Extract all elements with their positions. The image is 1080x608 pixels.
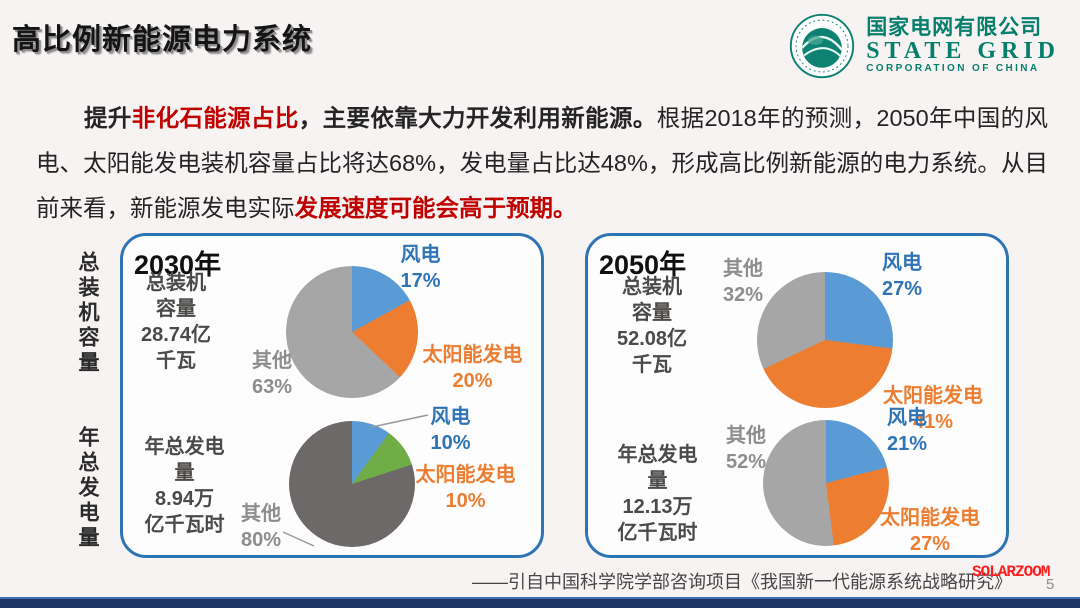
intro-lead: 提升 bbox=[84, 105, 132, 131]
logo-name-cn: 国家电网有限公司 bbox=[866, 16, 1043, 40]
slice-pct: 27% bbox=[909, 533, 951, 555]
note-2030-capacity: 总装机 容量 28.74亿 千瓦 bbox=[121, 270, 231, 374]
slice-pct: 41% bbox=[912, 411, 954, 433]
slice-name: 太阳能发电 bbox=[883, 385, 983, 407]
note-line: 亿千瓦时 bbox=[617, 522, 698, 544]
label-wind: 风电 21% bbox=[872, 405, 942, 457]
panel-2030-header: 2030年 bbox=[134, 250, 222, 280]
state-grid-logo: 国家电网有限公司 STATE GRID CORPORATION OF CHINA bbox=[788, 12, 1060, 80]
note-2030-generation: 年总发电 量 8.94万 亿千瓦时 bbox=[127, 434, 242, 538]
panel-2050-header: 2050年 bbox=[599, 250, 687, 280]
label-wind: 风电 17% bbox=[388, 242, 453, 294]
pie-2050-capacity bbox=[757, 272, 893, 408]
row-label-generation: 年总发电量 bbox=[76, 426, 99, 551]
label-solar: 太阳能发电 41% bbox=[875, 383, 991, 435]
pie-2030-capacity bbox=[286, 266, 418, 398]
note-line: 年总发电 bbox=[617, 444, 698, 466]
pie-2050-generation bbox=[763, 420, 889, 546]
slice-name: 其他 bbox=[726, 425, 766, 447]
note-line: 28.74亿 bbox=[140, 324, 212, 346]
intro-lead-highlight: 非化石能源占比 bbox=[131, 105, 299, 131]
label-other: 其他 52% bbox=[715, 423, 777, 475]
note-line: 年总发电 bbox=[144, 436, 225, 458]
note-line: 量 bbox=[647, 470, 668, 492]
note-line: 量 bbox=[174, 462, 195, 484]
slice-name: 太阳能发电 bbox=[880, 507, 980, 529]
label-solar: 太阳能发电 10% bbox=[408, 462, 523, 514]
note-line: 8.94万 bbox=[155, 488, 214, 510]
slice-pct: 80% bbox=[240, 529, 282, 551]
note-line: 52.08亿 bbox=[616, 328, 688, 350]
note-line: 亿千瓦时 bbox=[144, 514, 225, 536]
slice-pct: 17% bbox=[400, 270, 441, 292]
note-line: 千瓦 bbox=[632, 354, 672, 376]
slice-pct: 27% bbox=[881, 278, 923, 300]
globe-icon bbox=[790, 13, 855, 79]
label-other: 其他 63% bbox=[242, 348, 302, 400]
label-solar: 太阳能发电 27% bbox=[872, 505, 988, 557]
logo-name-en: STATE GRID bbox=[866, 38, 1060, 65]
pie-2030-generation bbox=[289, 421, 415, 547]
bottom-bar bbox=[0, 597, 1080, 608]
label-wind: 风电 10% bbox=[418, 404, 483, 456]
label-other: 其他 32% bbox=[712, 256, 774, 308]
row-label-capacity: 总装机容量 bbox=[76, 251, 99, 376]
slice-name: 风电 bbox=[882, 252, 922, 274]
slice-pct: 52% bbox=[725, 451, 767, 473]
watermark: SOLARZOOM bbox=[972, 563, 1050, 581]
note-2050-generation: 年总发电 量 12.13万 亿千瓦时 bbox=[600, 442, 715, 546]
slice-name: 其他 bbox=[241, 503, 281, 525]
note-line: 千瓦 bbox=[156, 350, 196, 372]
slice-name: 其他 bbox=[723, 258, 763, 280]
note-line: 12.13万 bbox=[622, 496, 693, 518]
note-line: 容量 bbox=[632, 302, 672, 324]
slice-name: 风电 bbox=[430, 406, 471, 428]
note-2050-capacity: 总装机 容量 52.08亿 千瓦 bbox=[597, 274, 707, 378]
logo-text: 国家电网有限公司 STATE GRID CORPORATION OF CHINA bbox=[866, 17, 1060, 75]
label-wind: 风电 27% bbox=[867, 250, 937, 302]
slice-name: 太阳能发电 bbox=[422, 344, 523, 366]
note-line: 总装机 bbox=[622, 276, 682, 298]
page-number: 5 bbox=[1046, 576, 1055, 593]
slice-pct: 10% bbox=[445, 490, 486, 512]
label-other: 其他 80% bbox=[231, 501, 291, 553]
label-solar: 太阳能发电 20% bbox=[415, 342, 530, 394]
logo-name-sub: CORPORATION OF CHINA bbox=[866, 63, 1040, 75]
intro-paragraph: 提升非化石能源占比，主要依靠大力开发利用新能源。根据2018年的预测，2050年… bbox=[36, 96, 1048, 231]
note-line: 总装机 bbox=[146, 272, 206, 294]
slice-name: 太阳能发电 bbox=[415, 464, 516, 486]
slice-pct: 32% bbox=[722, 284, 764, 306]
slice-name: 风电 bbox=[400, 244, 441, 266]
slice-pct: 21% bbox=[886, 433, 928, 455]
intro-lead-2: ，主要依靠大力开发利用新能源。 bbox=[298, 105, 657, 131]
intro-body: 根据2018年的预测，2050年中国的风电、太阳能发电装机容量占比将达68%，发… bbox=[36, 105, 1049, 221]
slice-pct: 10% bbox=[430, 432, 471, 454]
slice-pct: 63% bbox=[251, 376, 293, 398]
slice-name: 其他 bbox=[252, 350, 292, 372]
note-line: 容量 bbox=[156, 298, 196, 320]
intro-body-highlight: 发展速度可能会高于预期。 bbox=[294, 195, 577, 221]
page-title: 高比例新能源电力系统 bbox=[12, 24, 313, 56]
slice-pct: 20% bbox=[452, 370, 493, 392]
source-citation: ——引自中国科学院学部咨询项目《我国新一代能源系统战略研究》 bbox=[472, 572, 1012, 592]
slice-name: 风电 bbox=[887, 407, 927, 429]
